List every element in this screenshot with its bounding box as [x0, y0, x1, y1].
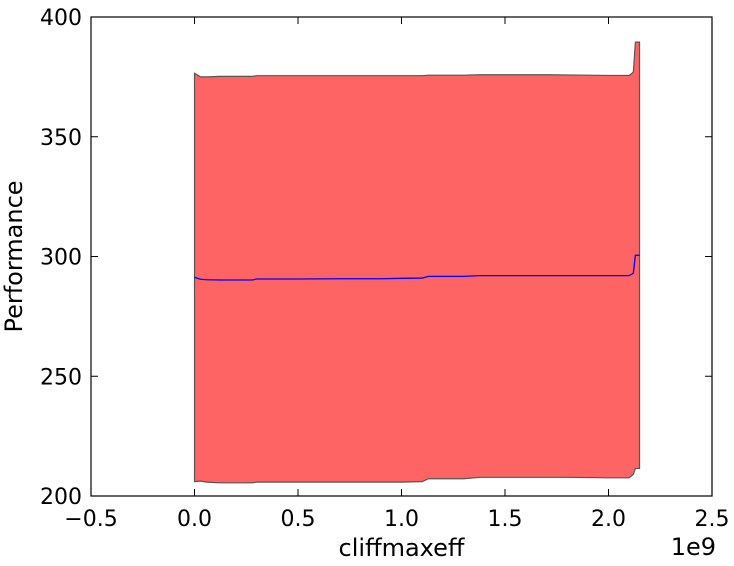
x-tick-label: 0.0 [177, 507, 212, 532]
x-tick-label: 0.5 [281, 507, 316, 532]
y-tick-label: 350 [40, 126, 82, 151]
plot-area [193, 41, 641, 484]
x-tick-label: −0.5 [64, 507, 117, 532]
x-tick-label: 1.0 [384, 507, 419, 532]
y-axis-label: Performance [0, 180, 28, 332]
x-axis-offset-label: 1e9 [671, 533, 716, 561]
y-tick-label: 250 [40, 365, 82, 390]
y-tick-label: 300 [40, 246, 82, 271]
x-tick-label: 2.0 [591, 507, 626, 532]
mean-performance-line [194, 254, 640, 281]
y-tick-label: 400 [40, 6, 82, 31]
x-tick-label: 2.5 [695, 507, 730, 532]
axis-ticks: −0.5 0.0 0.5 1.0 1.5 2.0 2.5 200 250 300 350 400 [40, 6, 730, 532]
y-tick-label: 200 [40, 485, 82, 510]
confidence-band [193, 41, 641, 484]
x-tick-label: 1.5 [488, 507, 523, 532]
x-axis-label: cliffmaxeff [339, 534, 465, 562]
